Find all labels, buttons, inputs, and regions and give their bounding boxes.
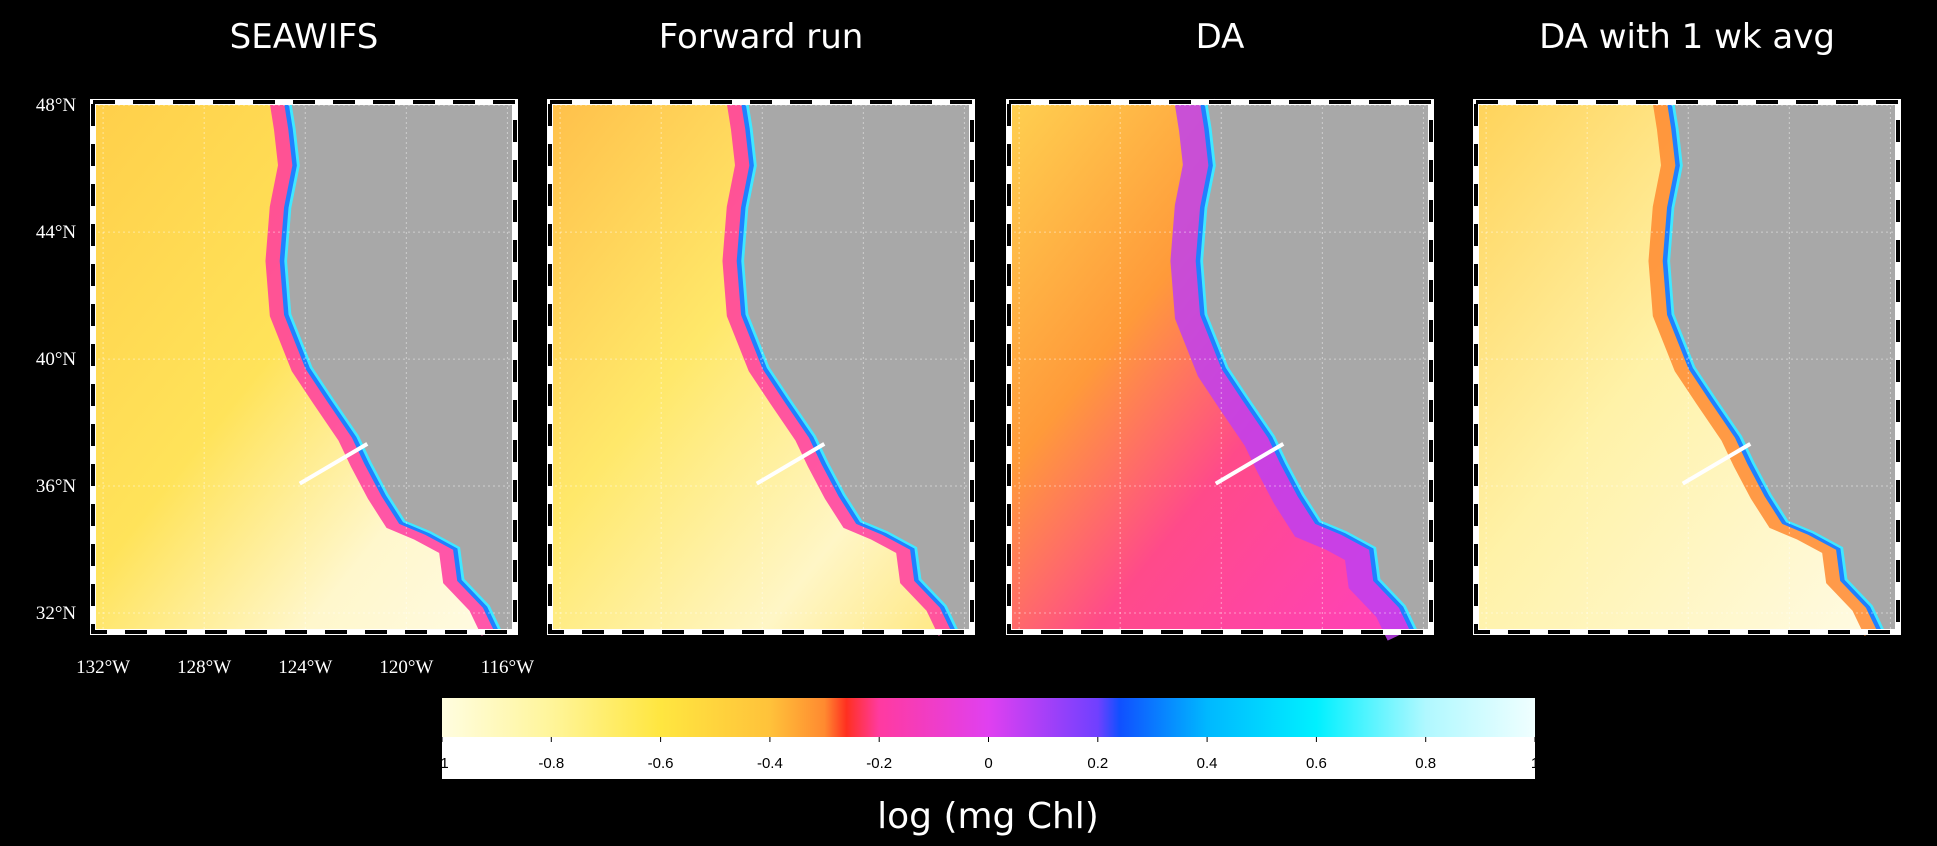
- lat-tick-label: 32°N: [36, 603, 77, 624]
- colorbar-label-box: [442, 737, 1535, 779]
- lat-tick-label: 40°N: [36, 349, 77, 370]
- colorbar-tick-label: -0.8: [538, 755, 564, 772]
- colorbar-tick-label: -1: [435, 755, 448, 772]
- lat-tick-label: 36°N: [36, 476, 77, 497]
- colorbar-tick-label: 0: [984, 755, 992, 772]
- transect: [298, 442, 369, 486]
- colorbar-tick-label: 1: [1531, 755, 1539, 772]
- frame-dashes: [1474, 100, 1900, 634]
- coastal-band: [736, 101, 960, 634]
- colorbar-tick-label: -0.6: [648, 755, 674, 772]
- coastal-band: [1662, 101, 1886, 634]
- transect: [1681, 442, 1752, 486]
- lon-tick-label: 116°W: [481, 657, 534, 678]
- colorbar-tick-label: 0.4: [1197, 755, 1218, 772]
- transect: [755, 442, 826, 486]
- lon-tick-label: 128°W: [177, 657, 231, 678]
- coastal-band: [741, 101, 961, 633]
- colorbar-tick-label: -0.2: [866, 755, 892, 772]
- lat-tick-label: 44°N: [36, 222, 77, 243]
- map-panel: DA with 1 wk avg: [1473, 17, 1901, 636]
- land: [744, 102, 972, 632]
- map-panel: SEAWIFS: [90, 17, 518, 636]
- frame-dashes: [91, 100, 517, 634]
- lon-tick-label: 132°W: [76, 657, 130, 678]
- coastal-band: [1648, 100, 1881, 636]
- coastal-band: [1667, 101, 1887, 633]
- coastal-band: [1170, 98, 1424, 641]
- colorbar-tick-label: 0.8: [1415, 755, 1436, 772]
- coastal-band: [1200, 101, 1420, 633]
- panel-title: Forward run: [659, 17, 864, 57]
- colorbar-tick-label: 0.2: [1087, 755, 1108, 772]
- lon-tick-label: 124°W: [278, 657, 332, 678]
- map-panel: Forward run: [547, 17, 975, 636]
- coastal-band: [722, 100, 955, 636]
- panel-title: DA: [1196, 17, 1245, 57]
- lon-tick-label: 120°W: [379, 657, 433, 678]
- land: [1203, 102, 1431, 632]
- coastal-band: [1195, 101, 1419, 634]
- coastal-band: [284, 101, 504, 633]
- frame-dashes: [548, 100, 974, 634]
- transect: [1214, 442, 1285, 486]
- panel-title: DA with 1 wk avg: [1539, 17, 1835, 57]
- land: [1670, 102, 1898, 632]
- colorbar-label: log (mg Chl): [877, 796, 1099, 837]
- colorbar-tick-label: -0.4: [757, 755, 783, 772]
- coastal-band: [265, 100, 498, 636]
- colorbar-tick-label: 0.6: [1306, 755, 1327, 772]
- frame-dashes: [1007, 100, 1433, 634]
- colorbar: [442, 698, 1535, 737]
- map-panel: DA: [1006, 17, 1434, 641]
- land: [287, 102, 515, 632]
- panel-title: SEAWIFS: [230, 17, 379, 57]
- lat-tick-label: 48°N: [36, 95, 77, 116]
- coastal-band: [279, 101, 503, 634]
